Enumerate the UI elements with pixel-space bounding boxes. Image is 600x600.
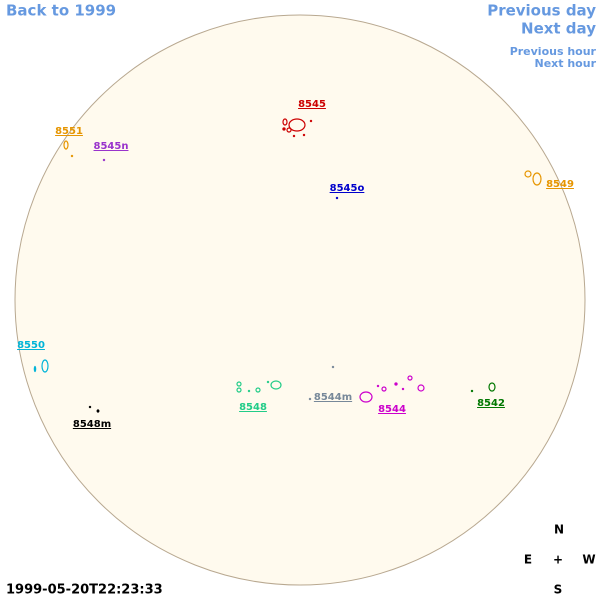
sunspot [88,405,92,409]
sunspot [288,118,306,132]
sunspot [236,387,242,393]
compass-south: S [554,583,563,597]
compass-center: + [553,553,563,567]
sunspot [63,140,69,150]
sunspot [282,118,288,126]
previous-day-link[interactable]: Previous day [487,2,596,20]
sunspot [236,381,242,387]
sunspot [41,359,49,373]
sunspot [270,380,282,390]
sunspot [247,389,251,393]
compass-north: N [554,523,564,537]
region-label[interactable]: 8549 [546,179,574,190]
sunspot [282,127,286,131]
sunspot [401,387,405,391]
compass-east: E [524,553,532,567]
sunspot [96,409,100,413]
region-label[interactable]: 8545o [330,183,365,194]
sunspot [286,127,292,133]
sunspot [33,365,37,373]
region-label[interactable]: 8544 [378,404,406,415]
next-hour-link[interactable]: Next hour [535,57,597,70]
previous-hour-link[interactable]: Previous hour [510,45,597,58]
sunspot [70,154,74,158]
sunspot [376,384,380,388]
sunspot [292,134,296,138]
sunspot [470,389,474,393]
region-label[interactable]: 8548 [239,402,267,413]
back-link[interactable]: Back to 1999 [6,2,116,20]
compass-west: W [582,553,595,567]
sunspot [407,375,413,381]
region-label[interactable]: 8545 [298,99,326,110]
sunspot [331,365,335,369]
region-label[interactable]: 8548m [73,419,111,430]
sunspot [417,384,425,392]
sunspot [309,119,313,123]
region-label[interactable]: 8545n [94,141,129,152]
region-label[interactable]: 8551 [55,126,83,137]
sunspot [488,382,496,392]
sunspot [255,387,261,393]
region-label[interactable]: 8542 [477,398,505,409]
sunspot [524,170,532,178]
region-label[interactable]: 8544m [314,392,352,403]
sunspot [335,196,339,200]
sunspot [532,172,542,186]
sunspot [308,397,312,401]
sunspot [302,133,306,137]
solar-disk [14,14,586,586]
sunspot [102,158,106,162]
timestamp: 1999-05-20T22:23:33 [6,583,163,598]
region-label[interactable]: 8550 [17,340,45,351]
sunspot [394,382,398,386]
sunspot [359,391,373,403]
sunspot [381,386,387,392]
next-day-link[interactable]: Next day [521,20,596,38]
sunspot [266,380,270,384]
